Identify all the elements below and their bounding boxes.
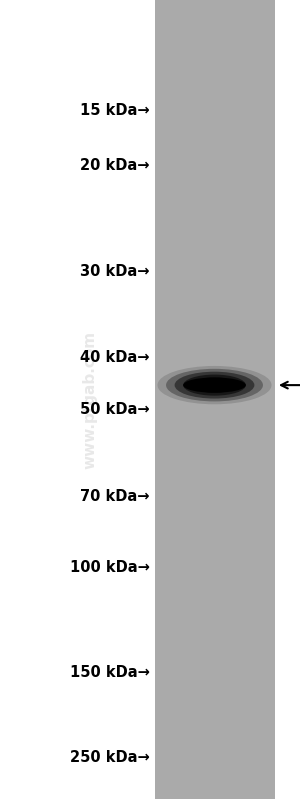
Ellipse shape xyxy=(192,377,237,393)
Ellipse shape xyxy=(183,377,246,393)
Text: www.ptgab.com: www.ptgab.com xyxy=(82,331,98,468)
Text: 100 kDa→: 100 kDa→ xyxy=(70,560,150,574)
Text: 15 kDa→: 15 kDa→ xyxy=(80,103,150,117)
Text: 20 kDa→: 20 kDa→ xyxy=(80,158,150,173)
Text: 30 kDa→: 30 kDa→ xyxy=(80,264,150,279)
Text: 70 kDa→: 70 kDa→ xyxy=(80,490,150,504)
Ellipse shape xyxy=(158,366,272,404)
Text: 50 kDa→: 50 kDa→ xyxy=(80,402,150,416)
Ellipse shape xyxy=(175,372,254,399)
Text: 150 kDa→: 150 kDa→ xyxy=(70,666,150,680)
Bar xyxy=(154,0,274,799)
Text: 250 kDa→: 250 kDa→ xyxy=(70,750,150,765)
Text: 40 kDa→: 40 kDa→ xyxy=(80,350,150,364)
Ellipse shape xyxy=(183,375,246,396)
Ellipse shape xyxy=(166,369,263,401)
